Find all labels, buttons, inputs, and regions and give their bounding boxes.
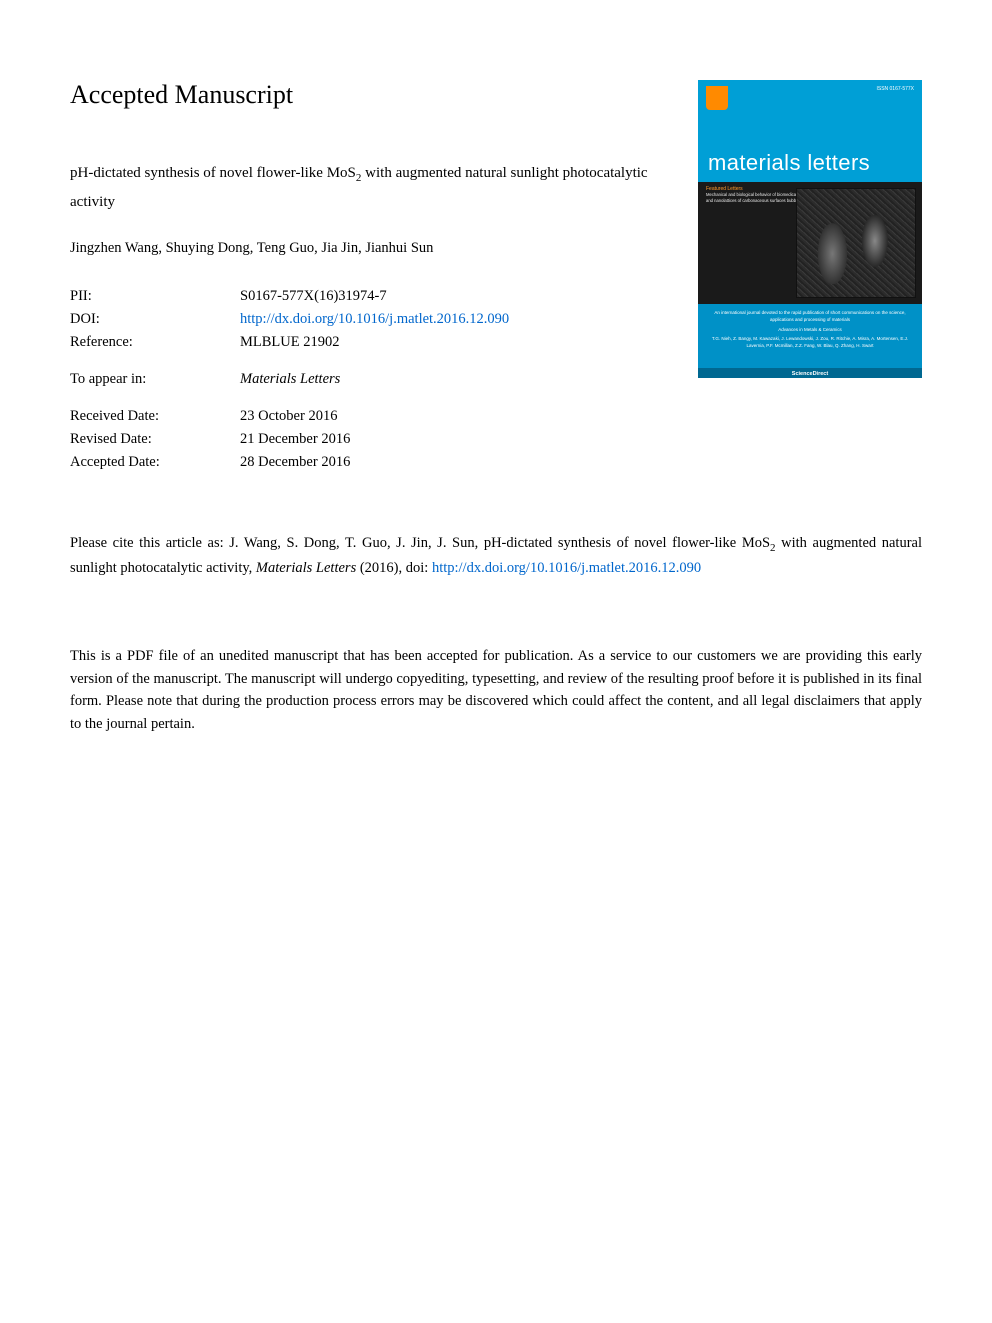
pii-label: PII: bbox=[70, 285, 240, 308]
citation-year-doi: (2016), doi: bbox=[356, 560, 432, 576]
sciencedirect-bar: ScienceDirect bbox=[698, 368, 922, 378]
cover-sem-image bbox=[796, 188, 916, 298]
table-row: DOI: http://dx.doi.org/10.1016/j.matlet.… bbox=[70, 308, 509, 331]
accepted-value: 28 December 2016 bbox=[240, 451, 509, 474]
revised-value: 21 December 2016 bbox=[240, 428, 509, 451]
appear-label: To appear in: bbox=[70, 368, 240, 391]
disclaimer-text: This is a PDF file of an unedited manusc… bbox=[70, 645, 922, 735]
citation-doi-link[interactable]: http://dx.doi.org/10.1016/j.matlet.2016.… bbox=[432, 560, 701, 576]
table-row: Revised Date: 21 December 2016 bbox=[70, 428, 509, 451]
accepted-label: Accepted Date: bbox=[70, 451, 240, 474]
cover-image: ISSN 0167-577X materials letters Feature… bbox=[698, 80, 922, 378]
page-heading: Accepted Manuscript bbox=[70, 80, 668, 110]
citation-journal: Materials Letters bbox=[256, 560, 356, 576]
title-text-1: pH-dictated synthesis of novel flower-li… bbox=[70, 165, 356, 181]
citation-block: Please cite this article as: J. Wang, S.… bbox=[70, 532, 922, 579]
table-row: To appear in: Materials Letters bbox=[70, 368, 509, 391]
received-label: Received Date: bbox=[70, 405, 240, 428]
cover-editors: T.G. Nieh, Z. Bangy, M. Kawazaki, J. Lew… bbox=[708, 336, 912, 350]
reference-label: Reference: bbox=[70, 331, 240, 354]
table-row: Accepted Date: 28 December 2016 bbox=[70, 451, 509, 474]
metadata-table: PII: S0167-577X(16)31974-7 DOI: http://d… bbox=[70, 285, 509, 474]
appear-value: Materials Letters bbox=[240, 368, 509, 391]
cover-tagline-1: An international journal devoted to the … bbox=[708, 310, 912, 324]
doi-link[interactable]: http://dx.doi.org/10.1016/j.matlet.2016.… bbox=[240, 311, 509, 327]
table-row: Reference: MLBLUE 21902 bbox=[70, 331, 509, 354]
authors-line: Jingzhen Wang, Shuying Dong, Teng Guo, J… bbox=[70, 240, 668, 257]
journal-cover: ISSN 0167-577X materials letters Feature… bbox=[698, 80, 922, 378]
doi-label: DOI: bbox=[70, 308, 240, 331]
revised-label: Revised Date: bbox=[70, 428, 240, 451]
citation-prefix: Please cite this article as: J. Wang, S.… bbox=[70, 535, 770, 551]
publisher-logo-icon bbox=[706, 86, 728, 110]
received-value: 23 October 2016 bbox=[240, 405, 509, 428]
reference-value: MLBLUE 21902 bbox=[240, 331, 509, 354]
cover-journal-title: materials letters bbox=[698, 150, 922, 182]
pii-value: S0167-577X(16)31974-7 bbox=[240, 285, 509, 308]
article-title: pH-dictated synthesis of novel flower-li… bbox=[70, 160, 668, 216]
issn-text: ISSN 0167-577X bbox=[876, 86, 914, 92]
table-row: Received Date: 23 October 2016 bbox=[70, 405, 509, 428]
table-row: PII: S0167-577X(16)31974-7 bbox=[70, 285, 509, 308]
cover-tagline-2: Advances in Metals & Ceramics bbox=[708, 327, 912, 334]
